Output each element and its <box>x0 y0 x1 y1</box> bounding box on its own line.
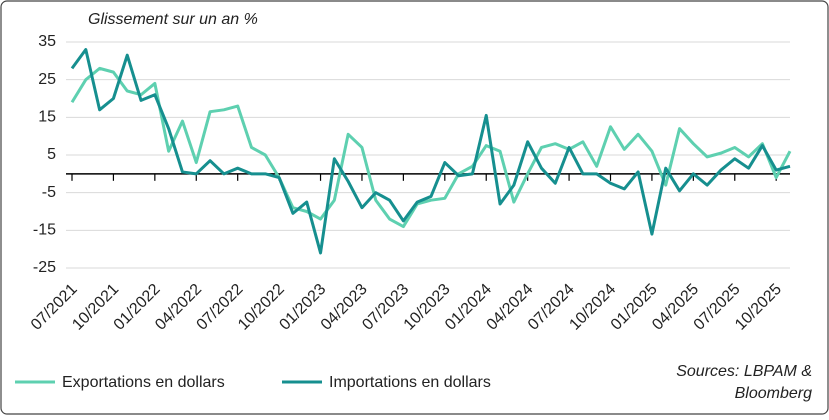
series-line <box>70 48 791 255</box>
y-tick-label: 25 <box>38 71 56 88</box>
y-tick-label: -5 <box>42 184 56 201</box>
source: Sources: LBPAM & <box>676 363 812 380</box>
series-line <box>70 66 792 229</box>
y-tick-label: 15 <box>38 109 56 126</box>
chart-title: Glissement sur un an % <box>88 11 258 28</box>
y-tick-label: 5 <box>47 146 56 163</box>
source: Bloomberg <box>735 385 812 402</box>
y-tick-label: 35 <box>38 33 56 50</box>
y-tick-label: -25 <box>33 259 56 276</box>
legend-label: Exportations en dollars <box>62 374 225 391</box>
legend-label: Importations en dollars <box>329 374 491 391</box>
y-tick-label: -15 <box>33 222 56 239</box>
